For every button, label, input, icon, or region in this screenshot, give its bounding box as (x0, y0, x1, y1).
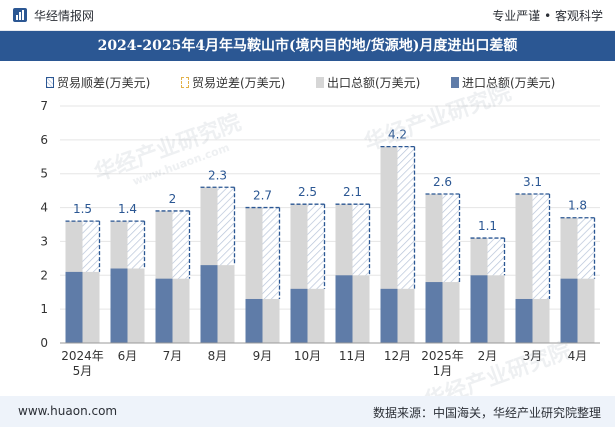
surplus-bar (307, 204, 325, 289)
tagline: 专业严谨 • 客观科学 (492, 9, 603, 23)
surplus-bar (352, 204, 370, 276)
y-tick-label: 2 (40, 268, 48, 282)
data-label: 2.7 (253, 189, 272, 203)
x-tick-label: 7月 (163, 349, 183, 363)
y-tick-label: 1 (40, 302, 48, 316)
x-tick-label: 11月 (339, 349, 366, 363)
x-tick-label: 2月 (478, 349, 498, 363)
x-tick-label: 8月 (208, 349, 228, 363)
surplus-bar (82, 221, 100, 272)
x-tick-label: 6月 (118, 349, 138, 363)
import-bar (245, 298, 263, 343)
x-tick-label: 12月 (384, 349, 411, 363)
footer: www.huaon.com 数据来源：中国海关，华经产业研究院整理 (0, 396, 615, 427)
legend-label-deficit: 贸易逆差(万美元) (192, 76, 286, 90)
import-bar (515, 298, 533, 343)
import-bar (200, 265, 218, 343)
y-tick-label: 5 (40, 167, 48, 181)
surplus-bar (172, 210, 190, 279)
data-source: 数据来源：中国海关，华经产业研究院整理 (372, 406, 601, 420)
title-bar: 2024-2025年4月年马鞍山市(境内目的地/货源地)月度进出口差额 (0, 31, 615, 61)
import-bar (425, 282, 443, 343)
x-tick-label: 4月 (568, 349, 588, 363)
import-bar (335, 275, 353, 343)
surplus-bar (487, 238, 505, 276)
legend-item-deficit: 贸易逆差(万美元) (181, 74, 285, 91)
data-label: 4.2 (388, 128, 407, 142)
legend-swatch-deficit (181, 77, 189, 88)
surplus-bar (397, 146, 415, 289)
data-label: 2.1 (343, 185, 362, 199)
data-label: 2.5 (298, 185, 317, 199)
legend-swatch-export (316, 77, 324, 88)
x-tick-label: 10月 (294, 349, 321, 363)
legend-swatch-surplus (46, 77, 54, 88)
import-bar (155, 278, 173, 343)
data-label: 1.8 (568, 199, 587, 213)
x-tick-label: 1月 (433, 364, 453, 378)
import-bar (560, 278, 578, 343)
import-bar (290, 288, 308, 343)
surplus-bar (532, 194, 550, 299)
y-tick-label: 3 (40, 234, 48, 248)
data-label: 1.4 (118, 202, 137, 216)
y-tick-label: 6 (40, 133, 48, 147)
huajing-logo-icon (13, 8, 27, 22)
legend-label-surplus: 贸易顺差(万美元) (57, 76, 151, 90)
legend-item-import: 进口总额(万美元) (451, 74, 555, 91)
surplus-bar (442, 194, 460, 283)
data-label: 1.5 (73, 202, 92, 216)
x-tick-label: 5月 (73, 364, 93, 378)
data-label: 1.1 (478, 219, 497, 233)
footer-site: www.huaon.com (18, 404, 118, 418)
import-bar (380, 288, 398, 343)
x-tick-label: 2025年 (421, 349, 464, 363)
bar-chart: 1.5 1.4 2 2.3 2.7 2.5 2.1 4.2 2.6 1.1 3.1 1.8 0 1 2 3 4… (40, 99, 600, 378)
x-tick-label: 3月 (523, 349, 543, 363)
import-bar (65, 271, 83, 343)
legend-item-surplus: 贸易顺差(万美元) (46, 74, 150, 91)
x-tick-label: 2024年 (61, 349, 104, 363)
legend-item-export: 出口总额(万美元) (316, 74, 420, 91)
surplus-bar (217, 187, 235, 266)
import-bar (470, 275, 488, 343)
data-label: 2 (169, 192, 177, 206)
surplus-bar (262, 207, 280, 299)
import-bar (110, 268, 128, 343)
y-tick-label: 4 (40, 201, 48, 215)
legend-label-import: 进口总额(万美元) (462, 76, 556, 90)
data-label: 2.6 (433, 175, 452, 189)
legend-swatch-import (451, 77, 459, 88)
surplus-bar (127, 221, 145, 269)
top-header: 华经情报网 专业严谨 • 客观科学 (0, 0, 615, 31)
y-tick-label: 7 (40, 99, 48, 113)
y-tick-label: 0 (40, 336, 48, 350)
chart-title: 2024-2025年4月年马鞍山市(境内目的地/货源地)月度进出口差额 (97, 38, 518, 54)
data-label: 2.3 (208, 168, 227, 182)
legend-label-export: 出口总额(万美元) (327, 76, 421, 90)
surplus-bar (577, 217, 595, 279)
brand-name: 华经情报网 (34, 9, 95, 23)
data-label: 3.1 (523, 175, 542, 189)
x-tick-label: 9月 (253, 349, 273, 363)
chart-legend: 贸易顺差(万美元) 贸易逆差(万美元) 出口总额(万美元) 进口总额(万美元) (0, 70, 615, 94)
